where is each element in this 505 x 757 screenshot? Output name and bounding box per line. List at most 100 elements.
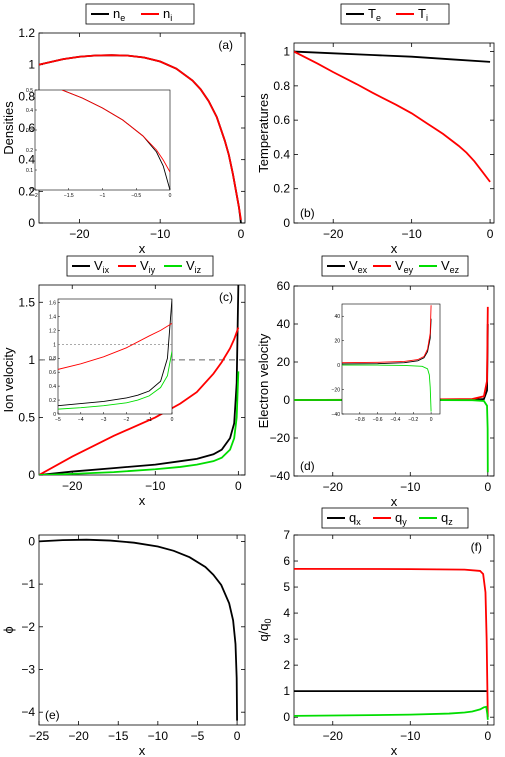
inset-y-tick-label: 1.4 [49,314,56,320]
inset-y-tick-label: 1.6 [49,300,56,306]
inset-y-tick-label: 0 [30,188,33,194]
y-tick-label: 1.2 [18,26,35,40]
series-line-0 [39,538,238,721]
inset-y-tick-label: 40 [334,314,340,320]
y-tick-label: −1 [21,577,35,591]
inset-y-tick-label: 0.4 [26,108,33,114]
series-line-1 [294,567,489,718]
inset: −5 −4 −3 −2 −1 0 0 0.2 0.4 0.6 0.8 1 1.2 1.4 1.6 [49,298,174,423]
y-axis-label: Densities [1,101,16,155]
legend-entry-subscript: iz [195,265,202,275]
series-line-1 [294,50,491,183]
inset-frame [57,298,173,415]
legend-entry-subscript: ix [103,265,110,275]
x-tick-label: −25 [29,729,50,743]
x-tick-label: 0 [235,479,242,493]
x-axis-label: x [139,743,146,757]
x-tick-label: −20 [69,227,90,241]
plot-frame [293,42,495,224]
y-tick-label: 5 [283,580,290,594]
plot-frame [293,285,495,477]
plot-frame [38,284,246,476]
inset-y-tick-label: 1 [53,342,56,348]
y-tick-label: −4 [21,705,35,719]
legend-entry-subscript: z [448,517,453,527]
inset-y-tick-label: 0 [337,363,340,369]
inset-y-tick-label: 0.5 [26,88,33,94]
inset-y-tick-label: −40 [332,412,341,418]
x-tick-label: −10 [401,227,422,241]
inset-y-tick-label: 0.2 [26,148,33,154]
y-tick-label: 2 [283,658,290,672]
inset-series-line-2 [58,351,172,410]
x-tick-label: −20 [62,479,83,493]
x-tick-label: −10 [148,729,169,743]
y-tick-label: −20 [270,431,291,445]
inset-x-tick-label: −1 [146,417,152,423]
y-tick-label: 1 [28,58,35,72]
x-axis-label: x [391,494,398,509]
series-line-0 [294,50,491,63]
panel-f: −20 −10 0 0 1 2 3 4 5 6 7 x q/q0 (f)qx qy qz [256,507,495,757]
legend-box [321,507,469,529]
panel-label: (a) [218,38,233,52]
legend-entry-subscript: ez [450,265,460,275]
inset-x-tick-label: 0 [430,417,433,423]
legend-entry-subscript: x [356,517,361,527]
y-tick-label: −3 [21,662,35,676]
series-line-1 [39,327,240,475]
inset-series-line-1 [342,305,432,364]
inset-y-tick-label: 0.8 [49,356,56,362]
panel-label: (d) [300,459,315,473]
y-axis-label: ϕ [1,626,16,633]
y-tick-label: 0.6 [273,113,290,127]
series-line-2 [39,371,240,475]
y-axis-label: q/q0 [256,618,273,641]
inset-x-tick-label: −5 [55,417,61,423]
legend-entry-subscript: i [426,13,428,23]
x-tick-label: 0 [484,729,491,743]
inset-x-tick-label: −3 [101,417,107,423]
y-tick-label: 3 [283,632,290,646]
legend-entry-subscript: ex [358,265,368,275]
inset-series-line-0 [342,318,432,365]
x-axis-label: x [139,493,146,508]
inset: −2 −1.5 −1 −0.5 0 0 0.1 0.2 0.3 0.4 0.5 [26,88,172,199]
series-line-1 [39,54,242,220]
x-tick-label: −20 [68,729,89,743]
legend-entry-subscript: e [120,13,125,23]
y-tick-label: 0.2 [18,184,35,198]
inset-x-tick-label: −0.5 [131,193,141,199]
panel-d: −20 −10 0 −40 −20 0 20 40 60 x Electron velocity −0… [256,255,495,509]
legend: qx qy qz [321,507,469,529]
y-tick-label: 60 [277,279,291,293]
x-tick-label: −20 [323,729,344,743]
x-tick-label: −20 [323,480,344,494]
inset-x-tick-label: −2 [124,417,130,423]
legend-entry-subscript: iy [149,265,156,275]
legend: Vex Vey Vez [321,255,469,277]
y-tick-label: 1.5 [18,295,35,309]
y-axis-label-subscript: 0 [263,618,273,623]
y-tick-label: 0 [283,216,290,230]
legend-box [321,255,469,277]
x-tick-label: 0 [238,227,245,241]
y-tick-label: 0 [28,468,35,482]
x-axis-label: x [391,241,398,256]
inset-y-tick-label: 0 [53,412,56,418]
y-tick-label: 0.2 [273,182,290,196]
legend-box [66,255,214,277]
inset-y-tick-label: 0.6 [49,370,56,376]
y-tick-label: 0 [28,216,35,230]
panel-label: (e) [45,708,60,722]
x-axis-label: x [391,743,398,757]
y-tick-label: 0.8 [18,89,35,103]
y-tick-label: −40 [270,469,291,483]
series-line-0 [39,285,240,475]
legend-entry-1: ni [163,6,172,23]
y-tick-label: 4 [283,606,290,620]
legend: ne ni [85,3,195,25]
y-tick-label: 20 [277,355,291,369]
inset-x-tick-label: −1.5 [64,193,74,199]
